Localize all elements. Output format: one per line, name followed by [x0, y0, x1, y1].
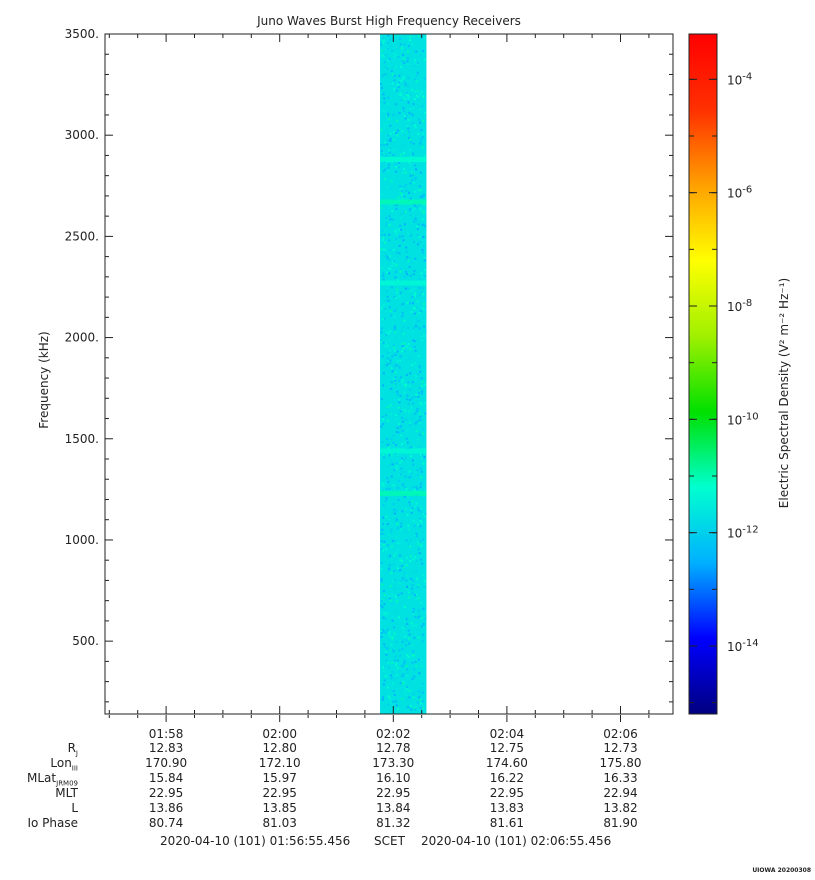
- x-tick-label: 02:04: [490, 727, 525, 741]
- ephemeris-value: 174.60: [485, 756, 528, 770]
- ephemeris-value: 12.83: [148, 741, 184, 755]
- ephemeris-value: 81.32: [376, 816, 411, 830]
- y-tick-label: 1000.: [65, 533, 99, 547]
- y-tick-label: 2500.: [65, 229, 99, 243]
- ephemeris-value: 16.10: [376, 771, 411, 785]
- ephemeris-value: 81.03: [262, 816, 297, 830]
- x-tick-label: 01:58: [149, 727, 184, 741]
- ephemeris-value: 13.86: [148, 801, 184, 815]
- ephemeris-row-label: L: [71, 801, 78, 815]
- colorbar-tick-label: 10-8: [727, 298, 752, 314]
- emission-line-0: [380, 490, 427, 496]
- y-tick-label: 3500.: [65, 27, 99, 41]
- footer-end-time: 2020-04-10 (101) 02:06:55.456: [421, 834, 612, 848]
- ephemeris-value: 12.78: [376, 741, 411, 755]
- ephemeris-value: 22.95: [489, 786, 525, 800]
- ephemeris-value: 13.85: [262, 801, 297, 815]
- y-tick-label: 500.: [72, 634, 99, 648]
- ephemeris-value: 22.95: [148, 786, 184, 800]
- colorbar-tick-label: 10-6: [727, 185, 752, 201]
- ephemeris-value: 12.75: [489, 741, 525, 755]
- ephemeris-value: 15.97: [262, 771, 297, 785]
- colorbar-tick-label: 10-12: [727, 525, 759, 541]
- ephemeris-value: 80.74: [148, 816, 184, 830]
- y-tick-label: 2000.: [65, 331, 99, 345]
- plot-frame: [104, 33, 674, 715]
- y-tick-label: 3000.: [65, 128, 99, 142]
- ephemeris-value: 12.73: [603, 741, 638, 755]
- x-tick-label: 02:06: [603, 727, 638, 741]
- colorbar-tick-label: 10-10: [727, 411, 759, 427]
- ephemeris-value: 170.90: [145, 756, 188, 770]
- ephemeris-row-label: MLT: [55, 786, 78, 800]
- footer-start-time: 2020-04-10 (101) 01:56:55.456: [160, 834, 351, 848]
- ephemeris-value: 173.30: [372, 756, 415, 770]
- emission-line-1: [380, 448, 427, 454]
- ephemeris-value: 13.82: [603, 801, 638, 815]
- ephemeris-row-label: MLatJRM09: [27, 771, 78, 788]
- spectrogram-data: [380, 34, 427, 714]
- ephemeris-value: 22.94: [603, 786, 638, 800]
- chart-title: Juno Waves Burst High Frequency Receiver…: [256, 14, 521, 28]
- ephemeris-row-label: LonIII: [50, 756, 78, 773]
- colorbar-ticks: 10-14 10-12 10-10 10-8 10-6 10-4: [689, 71, 759, 704]
- ephemeris-value: 16.33: [603, 771, 638, 785]
- x-tick-label: 02:02: [376, 727, 411, 741]
- footer-scet-label: SCET: [374, 834, 405, 848]
- emission-line-4: [380, 156, 427, 162]
- ephemeris-value: 12.80: [262, 741, 297, 755]
- ephemeris-row-label: Io Phase: [27, 816, 78, 830]
- y-axis-label: Frequency (kHz): [37, 331, 51, 428]
- colorbar: [688, 33, 718, 715]
- ephemeris-value: 13.83: [489, 801, 525, 815]
- ephemeris-value: 81.90: [603, 816, 638, 830]
- axes: 500. 1000. 1500. 2000. 2500. 3000. 3500. 01:58 0…: [65, 27, 674, 741]
- emission-line-3: [380, 199, 427, 205]
- emission-line-2: [380, 280, 427, 286]
- ephemeris-value: 175.80: [599, 756, 642, 770]
- colorbar-tick-label: 10-14: [727, 638, 759, 654]
- ephemeris-value: 13.84: [376, 801, 411, 815]
- ephemeris-value: 15.84: [148, 771, 184, 785]
- colorbar-tick-label: 10-4: [727, 71, 752, 87]
- colorbar-label: Electric Spectral Density (V² m⁻² Hz⁻¹): [777, 278, 791, 508]
- ephemeris-value: 81.61: [489, 816, 525, 830]
- ephemeris-value: 22.95: [376, 786, 411, 800]
- ephemeris-value: 22.95: [262, 786, 297, 800]
- ephemeris-row-label: RJ: [67, 741, 78, 758]
- y-tick-label: 1500.: [65, 432, 99, 446]
- x-tick-label: 02:00: [262, 727, 297, 741]
- ephemeris-value: 16.22: [489, 771, 525, 785]
- ephemeris-value: 172.10: [258, 756, 301, 770]
- credit-label: UIOWA 20200308: [752, 867, 811, 874]
